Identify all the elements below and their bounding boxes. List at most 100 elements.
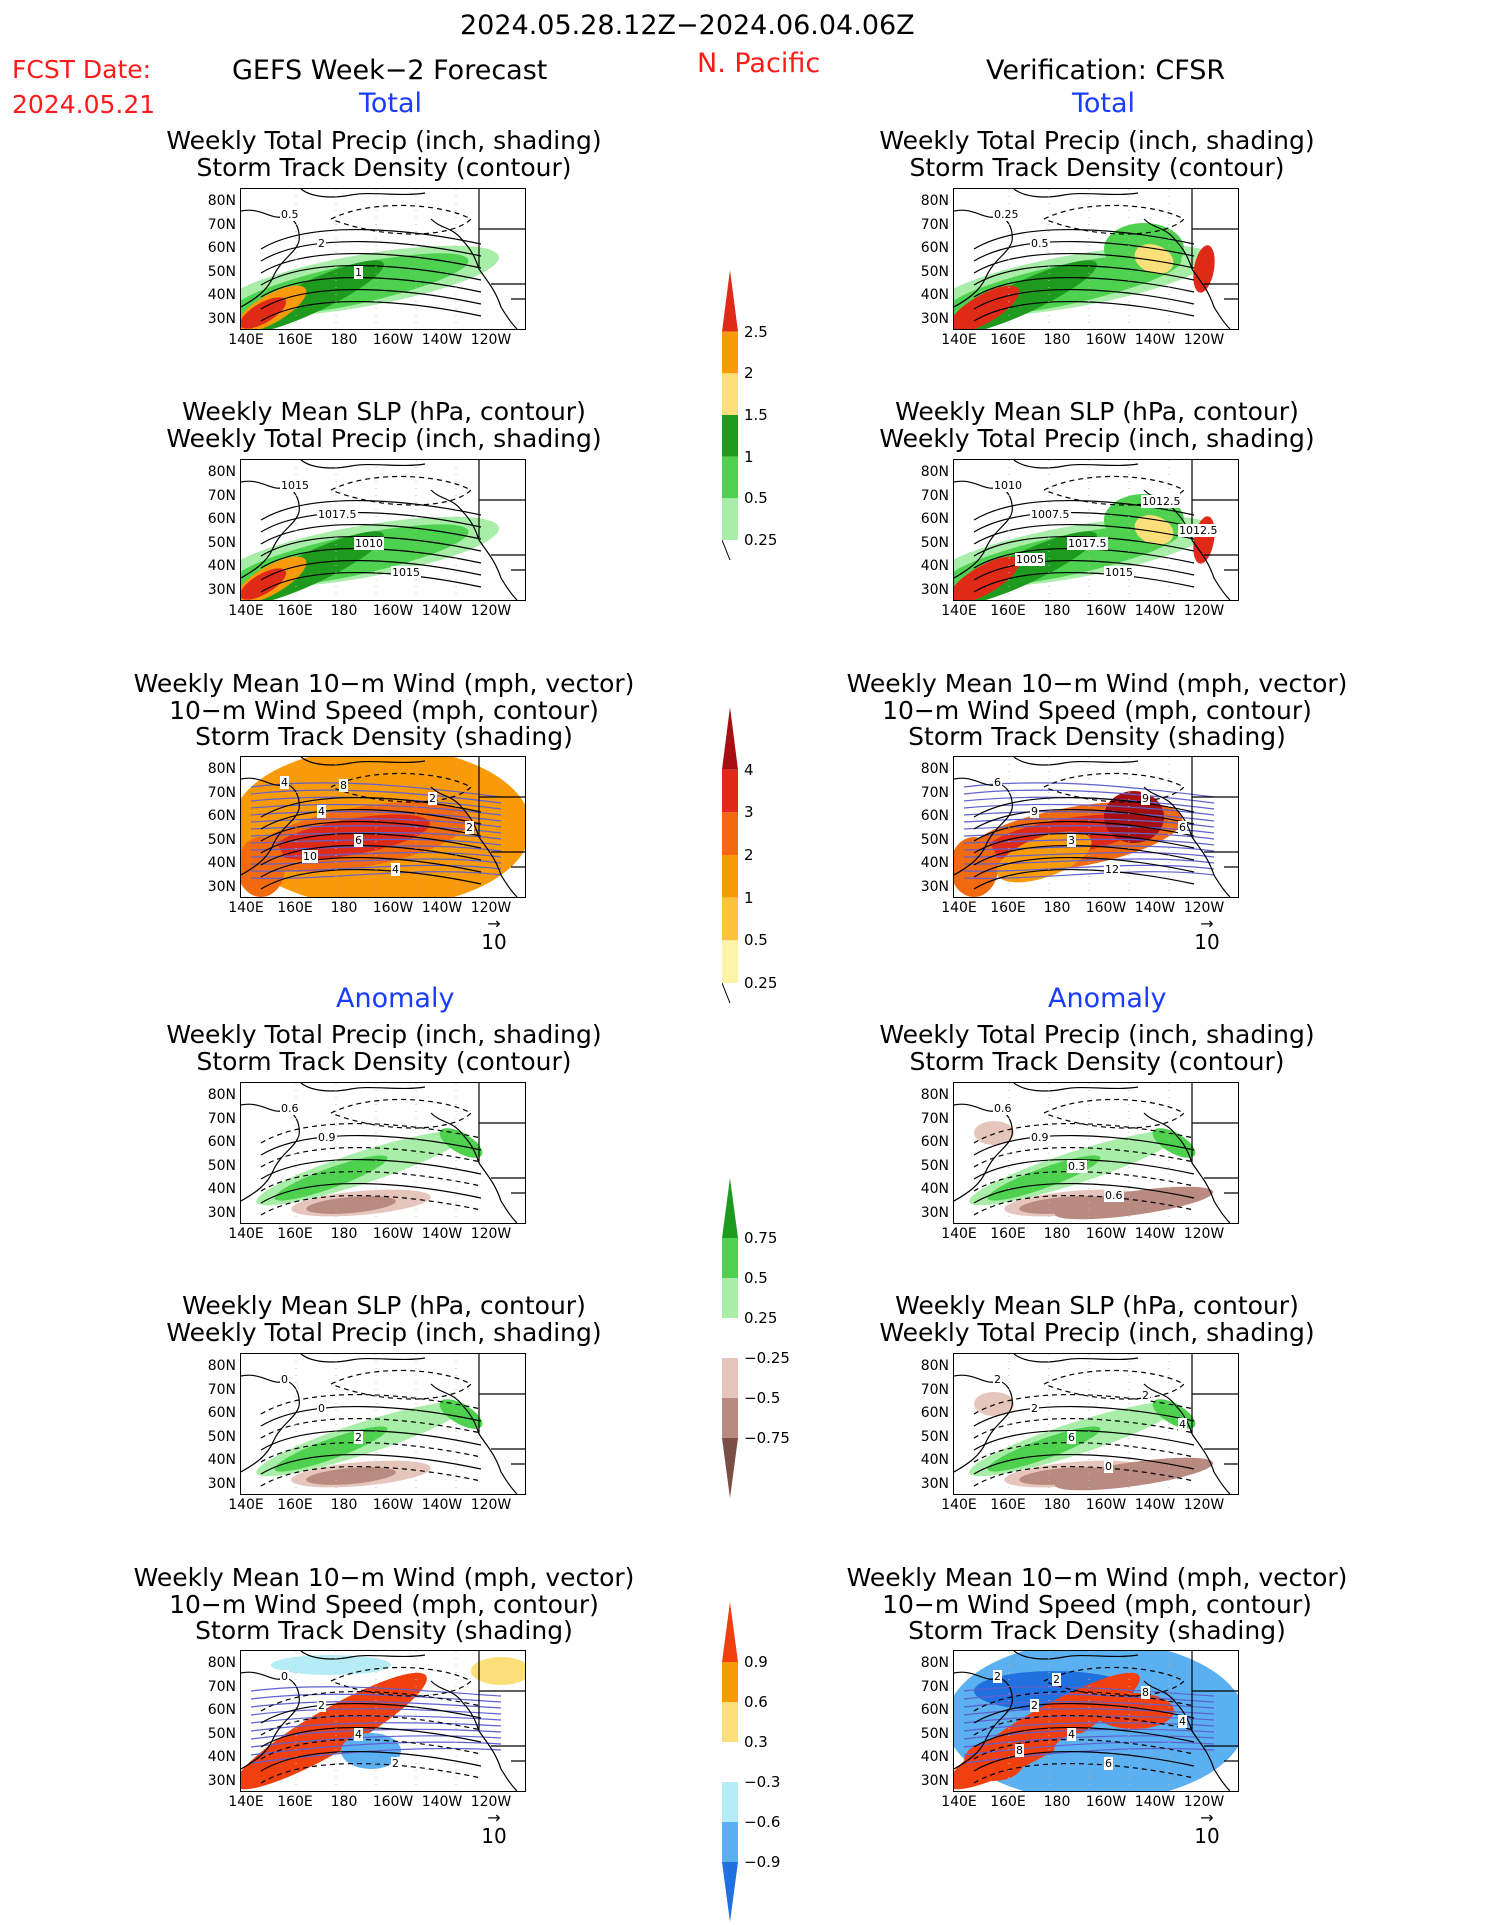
shading-area [1054, 1457, 1214, 1491]
data-contour [260, 1406, 482, 1427]
lon-tick-label: 120W [470, 1794, 512, 1810]
coastline [300, 1083, 426, 1092]
contour-label: 1017.5 [1067, 537, 1108, 550]
lat-tick-label: 40N [207, 855, 236, 871]
lat-tick-label: 70N [207, 784, 236, 801]
contour-label: 1010 [354, 537, 384, 550]
data-contour [260, 560, 482, 581]
data-contour [260, 512, 482, 533]
lat-tick-label: 60N [207, 1702, 236, 1718]
lon-tick-label: 160W [372, 1794, 414, 1810]
wind-vector-streak [250, 1747, 502, 1764]
lon-tick-label: 140E [941, 332, 977, 348]
shading-area [954, 297, 1000, 329]
coastline [1191, 268, 1231, 329]
data-contour [260, 301, 482, 322]
lon-tick-label: 140W [1134, 1497, 1176, 1513]
coastline [430, 460, 480, 541]
lon-tick-label: 140W [1134, 332, 1176, 348]
lat-tick-label: 40N [207, 558, 236, 574]
shading-area [974, 1121, 1014, 1145]
contour-label: 2 [465, 821, 474, 834]
colorbar-label: −0.75 [744, 1429, 790, 1447]
colorbar-segment [722, 331, 738, 374]
contour-label: 1007.5 [1030, 508, 1071, 521]
colorbar-segment [722, 1782, 738, 1822]
lon-tick-label: 160E [990, 1794, 1026, 1810]
coastline [954, 480, 1013, 579]
contour-label: 1012.5 [1178, 524, 1219, 537]
lon-tick-label: 140E [228, 332, 264, 348]
data-contour [260, 809, 482, 830]
colorbar-label: 2 [744, 364, 754, 383]
colorbar-label: 2.5 [744, 322, 768, 341]
data-contour [260, 857, 482, 878]
contour-label: 1 [354, 266, 363, 279]
lon-tick-label: 140W [1134, 1794, 1176, 1810]
wind-vector-streak [250, 838, 502, 846]
wind-vector-streak [250, 803, 502, 816]
lon-tick-label: 140W [1134, 1226, 1176, 1242]
colorbar-label: −0.5 [744, 1389, 781, 1407]
lat-tick-label: 60N [920, 240, 949, 256]
coastline [491, 554, 525, 571]
lat-tick-label: 80N [207, 761, 236, 777]
lon-tick-label: 140E [941, 1794, 977, 1810]
colorbar-label: 0.25 [744, 974, 778, 992]
coastline [1013, 757, 1139, 766]
colorbar-segment [722, 897, 738, 941]
coastline [491, 1448, 525, 1465]
data-contour [973, 1159, 1195, 1180]
data-contour [973, 229, 1195, 250]
wind-vector-streak [250, 864, 502, 872]
lat-tick-label: 30N [207, 1772, 236, 1789]
panel-title-line: Weekly Total Precip (inch, shading) [166, 126, 602, 155]
contour-label: 0 [280, 1670, 289, 1683]
data-contour [260, 797, 482, 818]
coastline [1191, 836, 1231, 897]
coastline [491, 1745, 525, 1762]
contour-label: 8 [1015, 1744, 1024, 1757]
data-contour [973, 1183, 1195, 1204]
lon-tick-label: 120W [1183, 332, 1225, 348]
lat-tick-label: 50N [207, 263, 236, 280]
panel-title-line: 10−m Wind Speed (mph, contour) [882, 1589, 1312, 1619]
lat-tick-label: 30N [920, 581, 949, 598]
coastline [478, 836, 518, 897]
coastline [1013, 189, 1139, 198]
colorbar-segment [722, 812, 738, 855]
wind-vector-streak [250, 789, 502, 804]
lon-tick-label: 140E [228, 1497, 264, 1513]
data-contour [973, 833, 1195, 854]
lat-tick-label: 40N [920, 1452, 949, 1468]
coastline [478, 1162, 518, 1223]
contour-label: 2 [1141, 1389, 1150, 1402]
shading-area [1152, 1128, 1196, 1158]
coastline [300, 189, 426, 198]
lon-tick-label: 160W [1085, 1497, 1127, 1513]
data-contour [260, 241, 482, 262]
wind-vector-streak [250, 858, 502, 865]
lat-tick-label: 40N [920, 558, 949, 574]
data-contour [330, 772, 472, 803]
wind-vector-streak [963, 1686, 1215, 1697]
data-contour [973, 1135, 1195, 1156]
lon-tick-label: 140E [228, 1794, 264, 1810]
contour-label: 12 [1104, 863, 1120, 876]
lat-tick-label: 50N [207, 534, 236, 551]
vector-reference: → 10 [474, 1810, 514, 1849]
wind-vector-streak [250, 1701, 502, 1709]
data-contour [260, 572, 482, 593]
storm-anomaly-colorbar [722, 1602, 738, 1922]
lon-tick-label: 160W [372, 603, 414, 619]
vector-reference-label: 10 [481, 1824, 507, 1848]
vector-reference-label: 10 [1194, 1824, 1220, 1848]
lon-tick-label: 140W [1134, 900, 1176, 916]
panel-title-line: Storm Track Density (shading) [195, 722, 573, 751]
coastline [478, 539, 518, 600]
colorbar-label: −0.25 [744, 1349, 790, 1367]
data-contour [973, 1703, 1195, 1724]
lat-tick-label: 40N [207, 1452, 236, 1468]
lat-tick-label: 60N [207, 1405, 236, 1421]
shading-area [974, 1392, 1014, 1416]
